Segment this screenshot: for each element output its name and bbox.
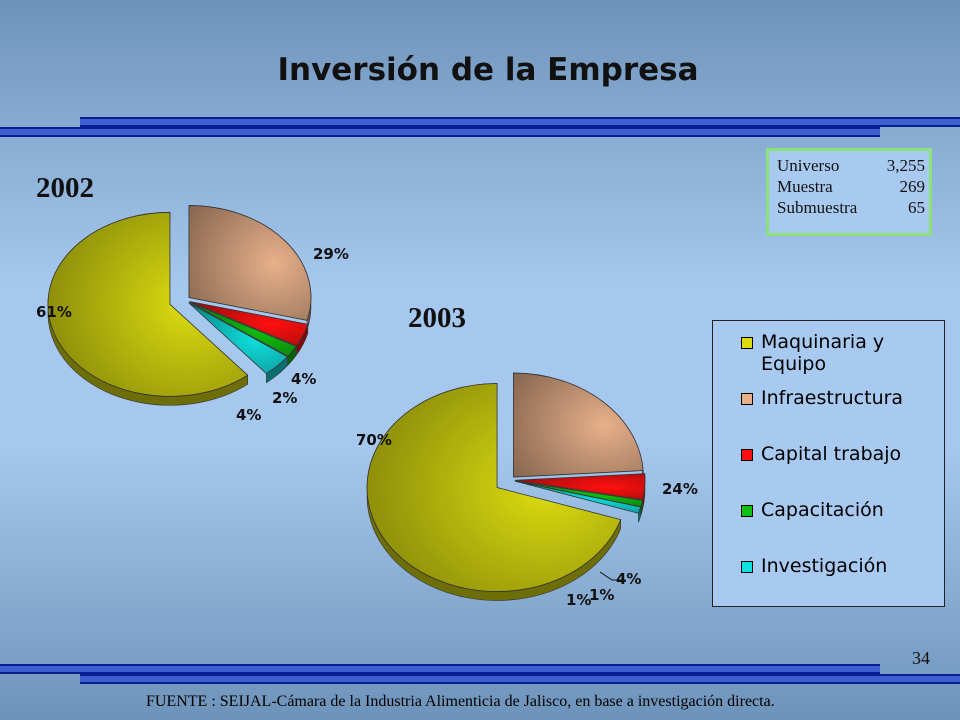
chart-legend: Maquinaria y Equipo Infraestructura Capi… bbox=[712, 320, 945, 607]
pie-2002-label-capital-trabajo: 4% bbox=[291, 370, 316, 388]
info-row-submuestra: Submuestra 65 bbox=[777, 197, 925, 218]
footer-rule-top bbox=[0, 664, 880, 674]
info-value: 65 bbox=[908, 198, 925, 217]
legend-label: Investigación bbox=[761, 555, 888, 577]
pie-2002-label-maquinaria: 61% bbox=[36, 303, 72, 321]
legend-item-capital: Capital trabajo bbox=[741, 443, 941, 465]
pie-2003-slice-investigacion bbox=[514, 480, 642, 514]
pie-2003-label-capacitacion: 1% bbox=[589, 586, 614, 604]
pie-2003-slice-infraestructura bbox=[513, 372, 644, 478]
legend-label: Maquinaria y Equipo bbox=[761, 331, 885, 375]
pie-2002-slice-infraestructura bbox=[188, 205, 312, 321]
info-row-muestra: Muestra 269 bbox=[777, 176, 925, 197]
legend-item-maquinaria: Maquinaria y Equipo bbox=[741, 331, 941, 375]
info-label: Universo bbox=[777, 156, 840, 175]
pie-2002-tops bbox=[47, 205, 312, 397]
footer-rule-bottom bbox=[80, 674, 960, 684]
pie-2003-slice-capital-trabajo bbox=[514, 473, 646, 501]
sample-info-box: Universo 3,255 Muestra 269 Submuestra 65 bbox=[766, 148, 932, 236]
pie-2002-label-investigacion: 4% bbox=[236, 406, 261, 424]
pie-2003-leader-line bbox=[599, 571, 626, 581]
page-number: 34 bbox=[912, 648, 930, 668]
info-value: 269 bbox=[899, 177, 926, 196]
legend-swatch bbox=[741, 337, 753, 349]
legend-swatch bbox=[741, 393, 753, 405]
chart-2003-title: 2003 bbox=[408, 302, 466, 334]
pie-2002-slice-maquinaria bbox=[47, 211, 249, 397]
legend-swatch bbox=[741, 449, 753, 461]
pie-2003-label-infraestructura: 24% bbox=[662, 480, 698, 498]
legend-swatch bbox=[741, 561, 753, 573]
info-label: Muestra bbox=[777, 177, 833, 196]
legend-label: Infraestructura bbox=[761, 387, 904, 409]
legend-swatch bbox=[741, 505, 753, 517]
info-value: 3,255 bbox=[886, 156, 925, 175]
pie-2003-label-maquinaria: 70% bbox=[356, 431, 392, 449]
pie-2002-slice-capital-trabajo bbox=[189, 301, 309, 347]
pie-2002-label-capacitacion: 2% bbox=[272, 389, 297, 407]
title-rule-top bbox=[80, 117, 960, 127]
legend-item-investigacion: Investigación bbox=[741, 555, 941, 577]
info-row-universo: Universo 3,255 bbox=[777, 155, 925, 176]
legend-label: Capacitación bbox=[761, 499, 884, 521]
legend-item-capacitacion: Capacitación bbox=[741, 499, 941, 521]
pie-2003-label-investigacion: 1% bbox=[566, 591, 591, 609]
pie-2003-slice-maquinaria bbox=[366, 383, 622, 592]
title-rule-bottom bbox=[0, 127, 880, 137]
legend-label: Capital trabajo bbox=[761, 443, 902, 465]
pie-2003-label-capital-trabajo: 4% bbox=[616, 570, 641, 588]
page-title: Inversión de la Empresa bbox=[277, 52, 699, 88]
chart-2002-title: 2002 bbox=[36, 172, 94, 204]
pie-2003-tops bbox=[366, 372, 646, 592]
pie-2002-slice-capacitacion bbox=[189, 301, 297, 357]
info-label: Submuestra bbox=[777, 198, 858, 217]
pie-2002-label-infraestructura: 29% bbox=[313, 245, 349, 263]
source-note: FUENTE : SEIJAL-Cámara de la Industria A… bbox=[146, 693, 775, 710]
pie-2002-slice-investigacion bbox=[188, 302, 288, 375]
legend-item-infraestructura: Infraestructura bbox=[741, 387, 941, 409]
